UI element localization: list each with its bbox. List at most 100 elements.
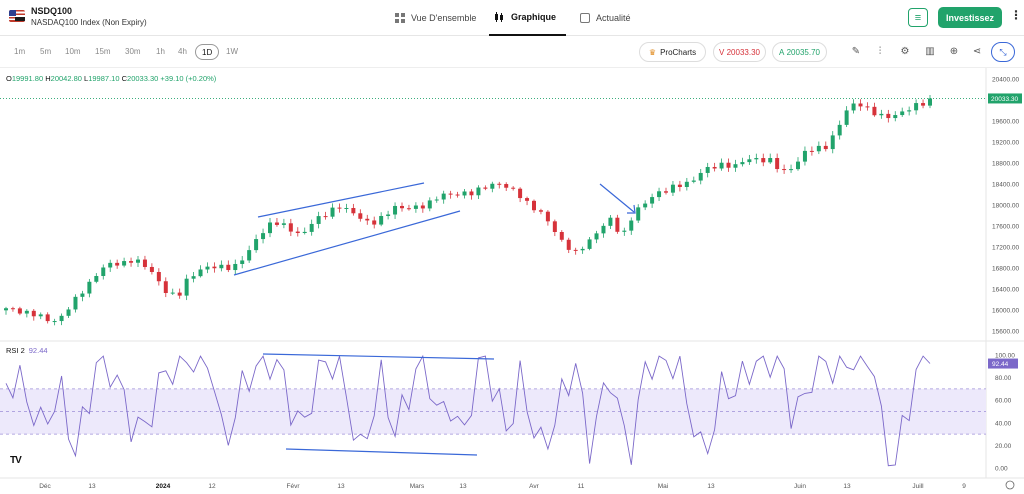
price-tick-label: 18400.00 bbox=[992, 182, 1019, 189]
candle-up bbox=[191, 276, 196, 279]
candle-up bbox=[928, 98, 932, 106]
time-axis-label: 13 bbox=[843, 483, 851, 490]
candle-down bbox=[420, 205, 425, 209]
indicators-icon[interactable]: ⫶ bbox=[878, 46, 882, 57]
candle-up bbox=[52, 321, 57, 323]
timeframe-1d[interactable]: 1D bbox=[195, 44, 220, 60]
candle-up bbox=[893, 115, 898, 119]
candle-down bbox=[552, 221, 557, 232]
time-axis-label: 13 bbox=[707, 483, 715, 490]
candle-up bbox=[594, 233, 599, 240]
candle-up bbox=[316, 216, 321, 224]
candle-up bbox=[650, 197, 655, 204]
time-axis-label: Févr bbox=[287, 483, 301, 490]
candle-up bbox=[601, 225, 606, 234]
candle-up bbox=[907, 110, 912, 112]
price-tick-label: 15600.00 bbox=[992, 328, 1019, 335]
collapse-icon[interactable]: ⤡ bbox=[991, 42, 1015, 62]
candle-up bbox=[754, 158, 759, 160]
candle-up bbox=[4, 308, 8, 311]
candle-up bbox=[733, 164, 738, 168]
grid-icon bbox=[395, 13, 405, 23]
candle-up bbox=[608, 217, 613, 226]
price-tick-label: 16400.00 bbox=[992, 286, 1019, 293]
timeframe-1w[interactable]: 1W bbox=[226, 47, 238, 56]
timeframe-4h[interactable]: 4h bbox=[178, 47, 187, 56]
candle-up bbox=[796, 161, 800, 170]
procharts-button[interactable]: ♛ ProCharts bbox=[639, 42, 706, 62]
candle-up bbox=[38, 314, 43, 317]
sell-button[interactable]: V 20033.30 bbox=[713, 42, 766, 62]
candle-up bbox=[879, 113, 884, 116]
candle-down bbox=[358, 213, 363, 219]
buy-prefix: A bbox=[779, 47, 785, 57]
candle-down bbox=[400, 205, 404, 209]
top-bar: NSDQ100 NASDAQ100 Index (Non Expiry) Vue… bbox=[0, 0, 1024, 36]
rsi-tick-label: 80.00 bbox=[995, 375, 1012, 382]
watchlist-add-button[interactable]: ≡ bbox=[908, 8, 928, 27]
candle-up bbox=[94, 276, 99, 282]
candle-up bbox=[629, 220, 634, 231]
timeframe-1m[interactable]: 1m bbox=[14, 47, 26, 56]
buy-button[interactable]: A 20035.70 bbox=[772, 42, 827, 62]
draw-icon[interactable]: ✎ bbox=[851, 46, 861, 57]
candle-down bbox=[288, 223, 293, 232]
candle-down bbox=[365, 218, 370, 221]
price-tick-label: 18800.00 bbox=[992, 161, 1019, 168]
candle-down bbox=[823, 145, 828, 150]
price-tick-label: 19600.00 bbox=[992, 119, 1019, 126]
candle-down bbox=[865, 106, 870, 108]
candle-up bbox=[900, 111, 905, 116]
invest-button[interactable]: Investissez bbox=[938, 7, 1002, 28]
candle-down bbox=[323, 216, 328, 218]
candle-up bbox=[136, 259, 140, 263]
candle-up bbox=[268, 222, 272, 234]
candle-down bbox=[156, 271, 161, 282]
price-tick-label: 17200.00 bbox=[992, 244, 1019, 251]
more-vertical-icon[interactable]: ⋮ bbox=[1010, 8, 1022, 22]
tab-chart[interactable]: Graphique bbox=[489, 0, 567, 36]
timeframe-5m[interactable]: 5m bbox=[40, 47, 52, 56]
candle-down bbox=[664, 191, 668, 193]
candle-down bbox=[518, 188, 523, 199]
candle-up bbox=[740, 162, 745, 165]
candle-up bbox=[80, 293, 85, 297]
ohlc-change: +39.10 (+0.20%) bbox=[160, 74, 217, 83]
candle-down bbox=[115, 262, 120, 266]
candle-up bbox=[66, 309, 71, 316]
candle-up bbox=[261, 233, 266, 240]
crown-icon: ♛ bbox=[648, 47, 657, 57]
candle-up bbox=[844, 110, 849, 125]
share-icon[interactable]: ⋖ bbox=[972, 46, 982, 57]
candle-down bbox=[677, 184, 682, 187]
tab-news[interactable]: Actualité bbox=[580, 0, 631, 36]
candle-up bbox=[233, 263, 238, 271]
candle-down bbox=[886, 113, 891, 119]
candlestick-icon bbox=[495, 12, 505, 22]
timeframe-10m[interactable]: 10m bbox=[65, 47, 81, 56]
time-axis-settings-icon bbox=[1005, 480, 1015, 490]
timeframe-1h[interactable]: 1h bbox=[156, 47, 165, 56]
timeframe-30m[interactable]: 30m bbox=[125, 47, 141, 56]
buy-price: 20035.70 bbox=[786, 47, 820, 57]
price-tick-label: 18000.00 bbox=[992, 203, 1019, 210]
candle-up bbox=[490, 183, 495, 189]
settings-icon[interactable]: ⚙ bbox=[900, 46, 910, 57]
candle-up bbox=[914, 103, 919, 111]
add-icon[interactable]: ⊕ bbox=[949, 46, 959, 57]
candle-down bbox=[212, 266, 217, 269]
tab-overview[interactable]: Vue D'ensemble bbox=[395, 0, 476, 36]
candle-up bbox=[643, 203, 648, 208]
ohlc-close: 20033.30 bbox=[127, 74, 159, 83]
candle-down bbox=[872, 106, 877, 116]
timeframe-15m[interactable]: 15m bbox=[95, 47, 111, 56]
candle-down bbox=[858, 103, 863, 107]
time-axis-label: 11 bbox=[578, 483, 585, 490]
time-axis-label: 2024 bbox=[156, 483, 171, 490]
candle-up bbox=[580, 248, 585, 251]
candle-up bbox=[344, 207, 349, 209]
candle-up bbox=[622, 230, 627, 232]
chart-type-icon[interactable]: ▥ bbox=[925, 46, 935, 57]
price-tick-label: 16800.00 bbox=[992, 265, 1019, 272]
